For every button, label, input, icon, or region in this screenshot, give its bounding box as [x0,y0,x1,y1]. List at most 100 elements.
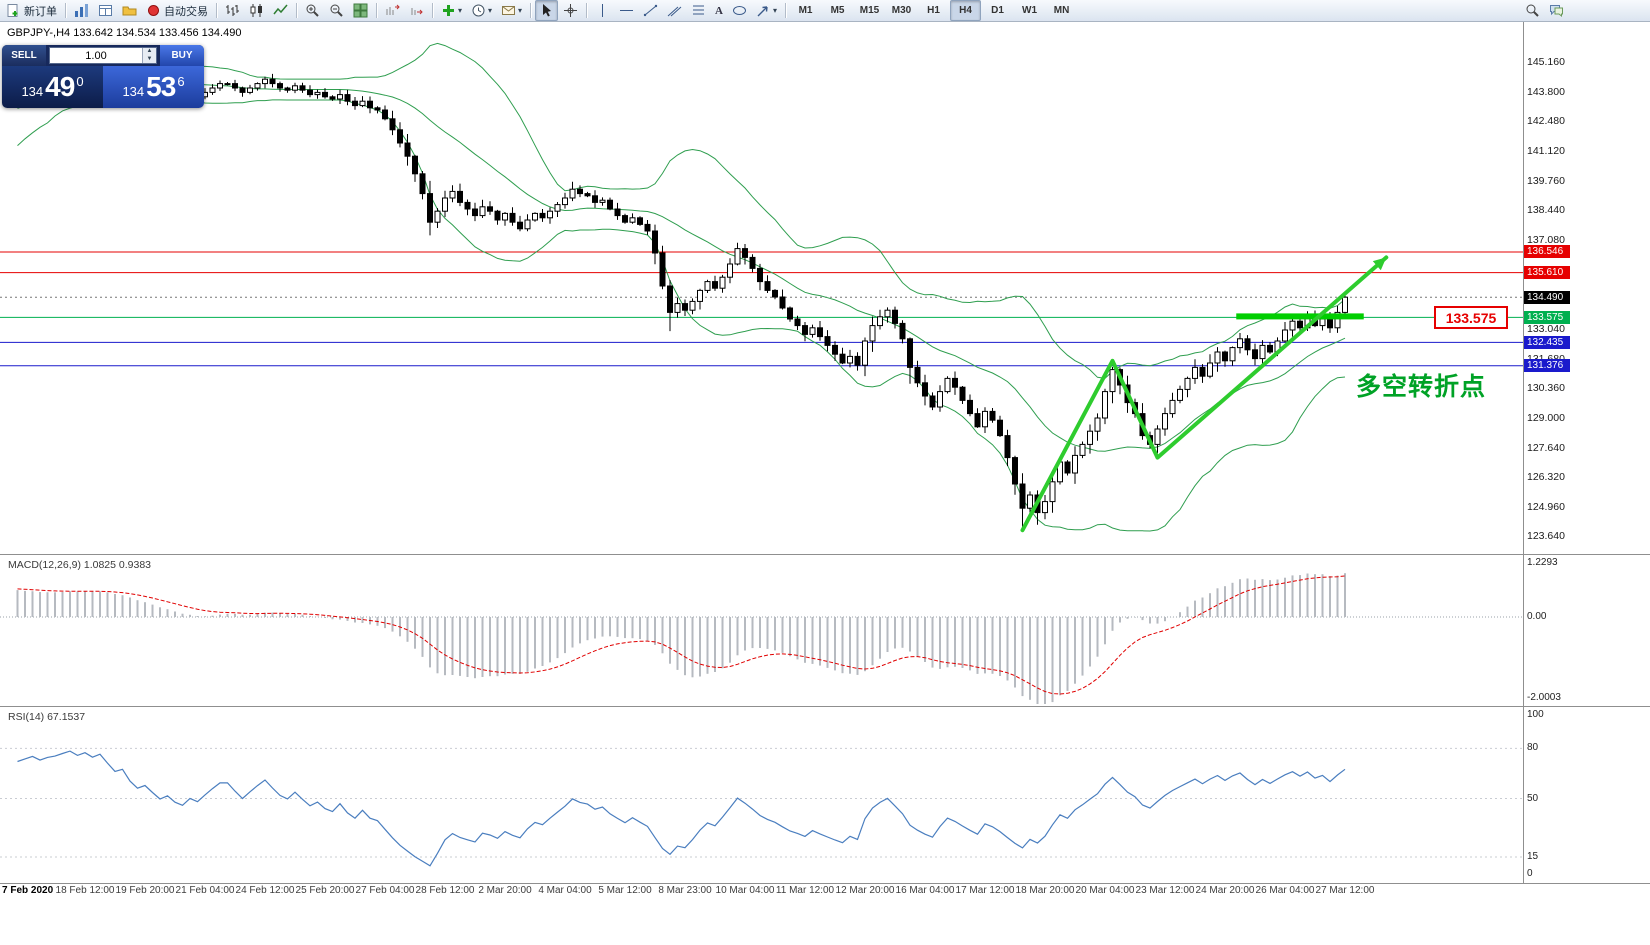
trendline-icon [643,4,658,17]
sell-price[interactable]: 134 49 0 [2,66,103,108]
timeframe-button-M1[interactable]: M1 [798,5,813,16]
add-indicator-icon [443,5,454,16]
autotrading-button[interactable]: 自动交易 [142,0,212,21]
auto-scroll-icon [411,8,423,15]
level-price-badge: 131.376 [1524,359,1570,373]
time-label: 20 Mar 04:00 [1075,885,1135,896]
price-tick: 142.480 [1527,115,1565,128]
line-chart-icon [273,4,288,15]
candlestick-chart-button[interactable] [245,0,268,21]
new-order-label: 新订单 [24,5,57,18]
rsi-scale-label: 0 [1527,868,1533,879]
price-tick: 145.160 [1527,56,1565,69]
price-tick: 130.360 [1527,382,1565,395]
arrow-symbol-icon [757,6,768,17]
bars-chart-button[interactable] [221,0,244,21]
cursor-button[interactable] [535,0,559,21]
fibonacci-button[interactable] [687,0,710,21]
zoom-in-button[interactable] [301,0,324,21]
crosshair-icon [564,4,578,17]
horizontal-line-button[interactable] [615,0,638,21]
template-mail-icon [502,6,516,15]
rsi-scale-label: 80 [1527,742,1539,754]
rsi-scale-label: 100 [1527,709,1544,720]
new-order-icon [7,4,18,17]
crosshair-button[interactable] [559,0,582,21]
price-callout[interactable]: 133.575 [1434,306,1508,329]
auto-scroll-button[interactable] [405,0,428,21]
price-tick: 123.640 [1527,529,1565,542]
candlestick-plot[interactable] [0,42,1523,533]
price-tick: 138.440 [1527,204,1565,217]
cursor-icon [543,4,552,17]
indicators-button[interactable]: ▾ [437,0,466,21]
macd-scale-label: -2.0003 [1527,692,1561,703]
templates-button[interactable]: ▾ [497,0,526,21]
chat-button[interactable] [1545,0,1568,21]
level-price-badge: 133.575 [1524,310,1570,324]
sell-price-pips: 49 [45,71,75,102]
rsi-label: RSI(14) 67.1537 [8,711,86,723]
timeframe-button-M15[interactable]: M15 [859,5,880,16]
timeframe-button-M30[interactable]: M30 [891,5,912,16]
timeframe-button-MN[interactable]: MN [1053,5,1070,16]
time-label: 21 Feb 04:00 [175,885,235,896]
navigator-button[interactable] [118,0,141,21]
volume-input[interactable] [50,48,142,63]
time-label: 28 Feb 12:00 [415,885,475,896]
buy-price-pips: 53 [146,71,176,102]
new-order-button[interactable]: 新订单 [2,0,61,21]
search-icon [1526,4,1539,17]
data-window-button[interactable] [94,0,117,21]
market-watch-button[interactable] [70,0,93,21]
channel-button[interactable] [663,0,686,21]
one-click-trading-panel: SELL ▲ ▼ BUY 134 49 0 134 [2,45,204,108]
tile-windows-icon [353,3,368,18]
data-window-icon [99,5,112,16]
buy-price[interactable]: 134 53 6 [103,66,204,108]
chart-shift-button[interactable] [381,0,404,21]
zoom-out-button[interactable] [325,0,348,21]
annotation-text[interactable]: 多空转折点 [1356,373,1487,401]
market-watch-icon [75,4,88,17]
price-tick: 143.800 [1527,86,1565,99]
level-price-badge: 136.546 [1524,245,1570,259]
timeframe-button-W1[interactable]: W1 [1022,5,1038,16]
timeframe-button-H4[interactable]: H4 [950,0,982,21]
trendline-button[interactable] [639,0,662,21]
time-label: 27 Feb 04:00 [355,885,415,896]
autotrading-label: 自动交易 [164,5,208,18]
search-button[interactable] [1521,0,1544,21]
chart-window: GBPJPY-,H4 133.642 134.534 133.456 134.4… [0,22,1650,945]
time-label: 19 Feb 20:00 [115,885,175,896]
time-label: 5 Mar 12:00 [598,885,652,896]
timeframe-button-M5[interactable]: M5 [830,5,845,16]
macd-plot[interactable] [0,573,1523,704]
line-chart-button[interactable] [269,0,292,21]
chart-canvas[interactable] [0,22,1650,945]
price-tick: 141.120 [1527,145,1565,158]
rsi-plot[interactable] [0,747,1523,867]
fibonacci-icon [693,5,705,15]
shapes-button[interactable] [728,0,751,21]
timeframe-button-D1[interactable]: D1 [991,5,1004,16]
timeframe-button-H1[interactable]: H1 [927,5,940,16]
volume-increase-button[interactable]: ▲ [143,48,156,56]
shapes-icon [733,6,746,15]
level-price-badge: 135.610 [1524,266,1570,280]
tile-windows-button[interactable] [349,0,372,21]
price-tick: 129.000 [1527,412,1565,424]
buy-button[interactable]: BUY [160,45,204,66]
zoom-out-icon [330,4,343,17]
text-icon: A [715,4,723,17]
sell-button[interactable]: SELL [2,45,46,66]
vertical-line-button[interactable] [591,0,614,21]
time-label: 27 Mar 12:00 [1315,885,1375,896]
price-tick: 126.320 [1527,470,1565,483]
time-label: 24 Feb 12:00 [235,885,295,896]
volume-decrease-button[interactable]: ▼ [143,55,156,63]
arrows-button[interactable]: ▾ [752,0,781,21]
text-button[interactable]: A [711,0,727,21]
periods-button[interactable]: ▾ [467,0,496,21]
